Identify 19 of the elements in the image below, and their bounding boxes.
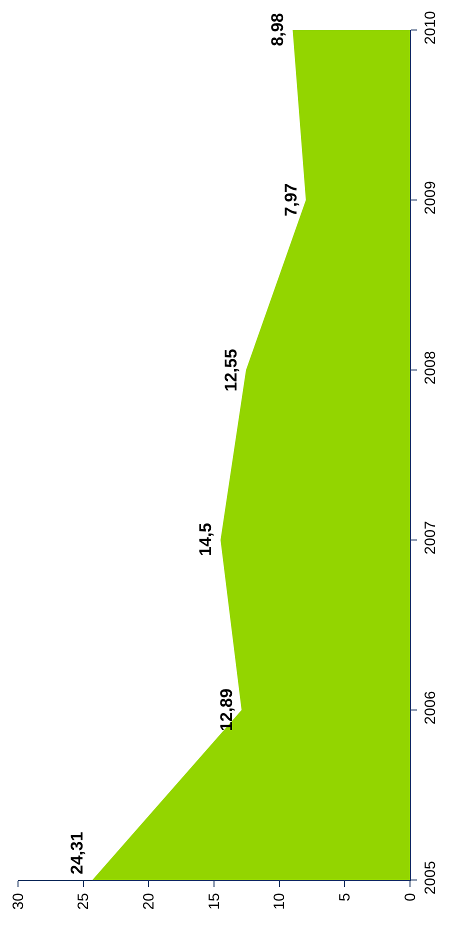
data-label: 24,31 [67,832,86,874]
x-tick-label: 15 [206,893,223,910]
y-tick-label: 2010 [422,11,439,44]
data-label: 7,97 [281,183,300,216]
x-tick-label: 10 [271,893,288,910]
y-tick-label: 2006 [422,691,439,724]
x-tick-label: 20 [140,893,158,910]
y-tick-label: 2007 [422,521,439,554]
x-tick-label: 25 [75,893,92,910]
x-tick-label: 0 [402,893,419,902]
y-tick-label: 2009 [422,181,439,214]
data-label: 12,55 [222,348,241,392]
data-label: 12,89 [217,688,236,732]
y-tick-label: 2008 [422,351,439,384]
data-label: 14,5 [196,522,216,556]
x-tick-label: 5 [336,893,354,902]
data-label: 8,98 [268,13,288,46]
x-tick-label: 30 [10,893,27,910]
y-tick-label: 2005 [422,861,439,894]
